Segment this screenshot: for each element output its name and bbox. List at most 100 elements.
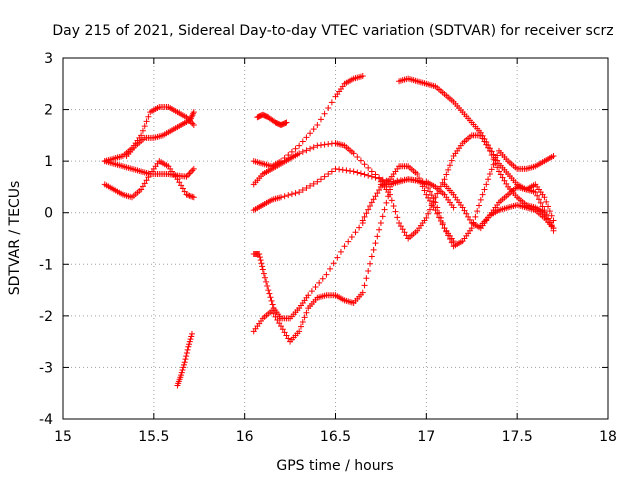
data-point-marker bbox=[292, 145, 299, 152]
data-point-marker bbox=[327, 265, 334, 272]
data-point-marker bbox=[450, 204, 457, 211]
data-point-marker bbox=[334, 254, 341, 261]
data-point-marker bbox=[376, 175, 383, 182]
data-point-marker bbox=[350, 150, 357, 157]
data-point-marker bbox=[426, 206, 433, 213]
data-point-marker bbox=[181, 188, 188, 195]
data-point-marker bbox=[483, 139, 490, 146]
data-point-marker bbox=[390, 203, 397, 210]
data-point-marker bbox=[383, 199, 390, 206]
data-point-marker bbox=[368, 253, 375, 260]
data-point-marker bbox=[494, 157, 501, 164]
data-point-marker bbox=[397, 223, 404, 230]
data-point-marker bbox=[376, 187, 383, 194]
data-point-marker bbox=[414, 171, 421, 178]
data-point-marker bbox=[310, 126, 317, 133]
y-tick-label: -1 bbox=[39, 257, 53, 273]
data-point-marker bbox=[365, 206, 372, 213]
data-point-marker bbox=[190, 109, 197, 116]
data-track bbox=[250, 73, 366, 170]
data-point-marker bbox=[179, 367, 186, 374]
data-point-marker bbox=[494, 164, 501, 171]
data-point-marker bbox=[282, 119, 289, 126]
data-point-marker bbox=[278, 323, 284, 330]
data-point-marker bbox=[307, 130, 314, 137]
data-point-marker bbox=[181, 359, 188, 366]
data-track bbox=[101, 103, 197, 165]
plot-frame bbox=[62, 57, 609, 420]
data-point-marker bbox=[345, 238, 352, 245]
data-point-marker bbox=[325, 141, 332, 148]
data-marks bbox=[101, 73, 557, 389]
data-point-marker bbox=[305, 292, 312, 299]
data-point-marker bbox=[257, 257, 264, 264]
y-tick-label: 0 bbox=[44, 206, 53, 222]
data-point-marker bbox=[372, 174, 379, 181]
y-tick-label: 2 bbox=[44, 103, 53, 119]
data-point-marker bbox=[437, 214, 444, 221]
data-point-marker bbox=[145, 113, 152, 120]
data-point-marker bbox=[185, 343, 192, 350]
data-point-marker bbox=[301, 314, 308, 321]
data-point-marker bbox=[363, 275, 370, 282]
data-point-marker bbox=[176, 179, 183, 186]
data-point-marker bbox=[182, 356, 189, 363]
data-point-marker bbox=[316, 279, 323, 286]
data-point-marker bbox=[268, 297, 275, 304]
data-point-marker bbox=[377, 220, 384, 227]
data-point-marker bbox=[186, 192, 193, 199]
data-point-marker bbox=[367, 260, 374, 267]
data-point-marker bbox=[466, 216, 473, 223]
data-point-marker bbox=[361, 171, 368, 178]
data-point-marker bbox=[310, 144, 317, 151]
data-point-marker bbox=[190, 122, 197, 129]
x-tick-label: 16.5 bbox=[320, 429, 351, 445]
data-point-marker bbox=[321, 141, 328, 148]
x-tick-label: 17.5 bbox=[502, 429, 533, 445]
data-point-marker bbox=[307, 182, 314, 189]
data-point-marker bbox=[496, 168, 502, 175]
data-point-marker bbox=[183, 191, 190, 198]
data-point-marker bbox=[285, 335, 292, 342]
data-point-marker bbox=[314, 142, 321, 149]
data-point-marker bbox=[343, 167, 350, 174]
data-point-marker bbox=[258, 260, 265, 267]
data-point-marker bbox=[372, 193, 379, 200]
data-point-marker bbox=[488, 166, 495, 173]
data-point-marker bbox=[263, 278, 270, 285]
data-point-marker bbox=[472, 213, 479, 220]
data-point-marker bbox=[337, 248, 344, 255]
data-point-marker bbox=[256, 254, 263, 261]
data-point-marker bbox=[443, 228, 450, 235]
data-point-marker bbox=[541, 207, 548, 214]
data-point-marker bbox=[426, 197, 433, 204]
data-point-marker bbox=[180, 364, 187, 371]
data-point-marker bbox=[550, 152, 557, 159]
data-point-marker bbox=[332, 165, 339, 172]
data-point-marker bbox=[262, 274, 269, 281]
data-point-marker bbox=[448, 239, 455, 246]
y-tick-label: -2 bbox=[39, 309, 53, 325]
data-point-marker bbox=[279, 326, 286, 333]
data-track bbox=[101, 158, 197, 180]
data-point-marker bbox=[368, 199, 375, 206]
data-track bbox=[174, 330, 195, 389]
data-point-marker bbox=[403, 232, 410, 239]
data-point-marker bbox=[534, 192, 541, 199]
data-point-marker bbox=[188, 333, 195, 340]
data-point-marker bbox=[308, 288, 315, 295]
data-point-marker bbox=[350, 168, 357, 175]
data-point-marker bbox=[441, 225, 448, 232]
data-point-marker bbox=[370, 196, 377, 203]
data-point-marker bbox=[396, 220, 403, 227]
data-point-marker bbox=[341, 243, 348, 250]
data-point-marker bbox=[445, 166, 452, 173]
data-point-marker bbox=[483, 181, 490, 188]
data-point-marker bbox=[296, 150, 303, 157]
data-track bbox=[477, 181, 557, 229]
data-point-marker bbox=[365, 267, 372, 274]
data-point-marker bbox=[434, 204, 441, 211]
data-point-marker bbox=[283, 332, 290, 339]
